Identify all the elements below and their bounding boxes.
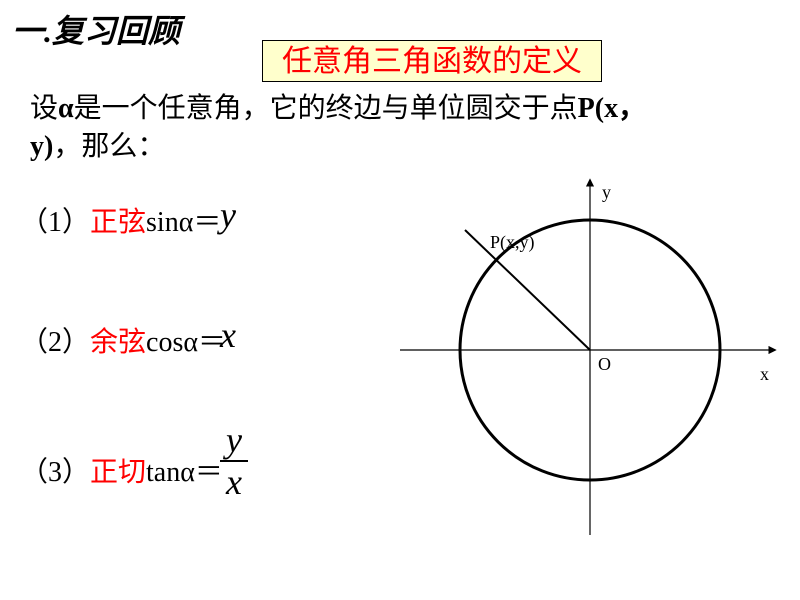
definition-heading-text: 任意角三角函数的定义 xyxy=(282,45,582,78)
intro-alpha: α xyxy=(58,93,74,124)
intro-pre: 设 xyxy=(30,93,58,124)
unit-circle-diagram: y x O P(x,y) xyxy=(380,170,780,550)
intro-y: y) xyxy=(30,131,53,162)
intro-rest: ，那么： xyxy=(53,131,165,162)
frac-numerator: y xyxy=(220,422,248,460)
def-name: 余弦 xyxy=(90,320,146,360)
definition-row-1: （1）正弦sinα＝ xyxy=(20,200,221,240)
intro-line-1: 设α是一个任意角，它的终边与单位圆交于点P(x， xyxy=(30,90,646,128)
def-value: x xyxy=(220,314,236,356)
def-value-fraction: yx xyxy=(220,422,248,500)
def-fn: cosα＝ xyxy=(146,320,226,360)
def-number: （2） xyxy=(20,320,90,360)
intro-text: 设α是一个任意角，它的终边与单位圆交于点P(x， y)，那么： xyxy=(30,90,646,166)
section-title: 一.复习回顾 xyxy=(12,6,180,52)
definition-row-2: （2）余弦cosα＝ xyxy=(20,320,226,360)
def-number: （3） xyxy=(20,450,90,490)
axis-label-y: y xyxy=(602,182,611,202)
def-name: 正弦 xyxy=(90,200,146,240)
origin-label: O xyxy=(598,354,611,374)
intro-P: P(x， xyxy=(578,93,646,124)
definition-row-3: （3）正切tanα＝ xyxy=(20,450,223,490)
def-number: （1） xyxy=(20,200,90,240)
def-value: y xyxy=(220,194,236,236)
axis-label-x: x xyxy=(760,364,769,384)
definition-heading-box: 任意角三角函数的定义 xyxy=(262,40,602,82)
intro-mid: 是一个任意角，它的终边与单位圆交于点 xyxy=(74,93,578,124)
frac-denominator: x xyxy=(220,462,248,500)
point-P-label: P(x,y) xyxy=(490,232,535,253)
def-fn: tanα＝ xyxy=(146,450,223,490)
intro-line-2: y)，那么： xyxy=(30,128,646,166)
unit-circle-svg: y x O P(x,y) xyxy=(380,170,780,550)
def-fn: sinα＝ xyxy=(146,200,221,240)
def-name: 正切 xyxy=(90,450,146,490)
